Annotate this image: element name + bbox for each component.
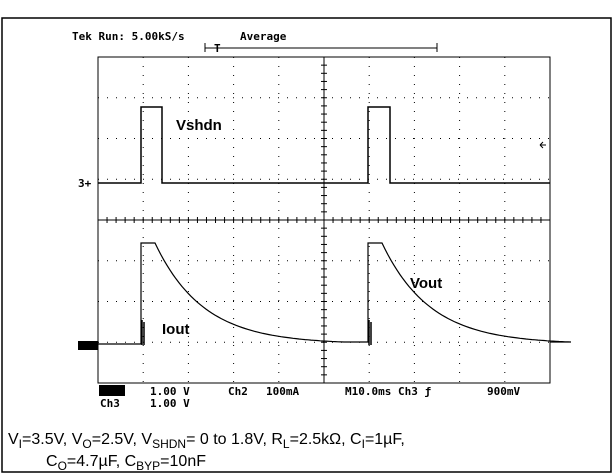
trigger-marker: T: [214, 42, 221, 55]
readout-text: 1.00 V: [150, 385, 190, 398]
status-text: Tek Run: 5.00kS/s: [72, 30, 185, 43]
caption-text: =4.7µF, C: [67, 453, 136, 470]
scope-screen: [78, 43, 572, 384]
mode-text: Average: [240, 30, 287, 43]
figure-border: [1, 17, 612, 473]
caption-text: =2.5V, V: [92, 431, 153, 448]
caption-line: VI=3.5V, VO=2.5V, VSHDN= 0 to 1.8V, RL=2…: [8, 431, 405, 451]
caption-text: = 0 to 1.8V, R: [186, 431, 283, 448]
iout-trace: [141, 320, 372, 345]
readout-text: 100mA: [266, 385, 299, 398]
vshdn-trace: [98, 106, 550, 184]
subscript: I: [19, 437, 22, 451]
subscript: O: [82, 437, 91, 451]
caption-text: =10nF: [160, 453, 206, 470]
ch1-box: [99, 385, 125, 396]
subscript: O: [58, 459, 67, 473]
readout-text: Ch3: [100, 397, 120, 410]
caption-text: =1µF,: [365, 431, 405, 448]
trace-label: Vshdn: [176, 117, 222, 134]
ground-marker: [78, 341, 98, 350]
readout-text: Ch3 ƒ: [398, 385, 431, 398]
readout-text: 1.00 V: [150, 397, 190, 410]
caption-line: CO=4.7µF, CBYP=10nF: [46, 453, 206, 473]
readout-text: M10.0ms: [345, 385, 391, 398]
readout-text: 900mV: [487, 385, 520, 398]
caption-text: C: [46, 453, 58, 470]
caption-text: =2.5kΩ, C: [290, 431, 362, 448]
ch3-marker: 3+: [78, 177, 92, 190]
level-marker: [539, 141, 546, 149]
caption-text: V: [8, 431, 19, 448]
caption-text: =3.5V, V: [22, 431, 83, 448]
subscript: BYP: [136, 459, 160, 473]
trace-label: Iout: [162, 321, 190, 338]
readout-text: Ch1: [100, 385, 120, 398]
subscript: I: [362, 437, 365, 451]
vout-trace: [98, 242, 572, 345]
readout: Ch1 1.00 V Ch2 100mA M10.0ms Ch3 ƒ 900mV Ch3 1.0…: [99, 385, 520, 410]
subscript: L: [283, 437, 290, 451]
subscript: SHDN: [152, 437, 186, 451]
trace-label: Vout: [410, 275, 442, 292]
trigger-bracket: [204, 43, 438, 52]
readout-text: Ch2: [228, 385, 248, 398]
